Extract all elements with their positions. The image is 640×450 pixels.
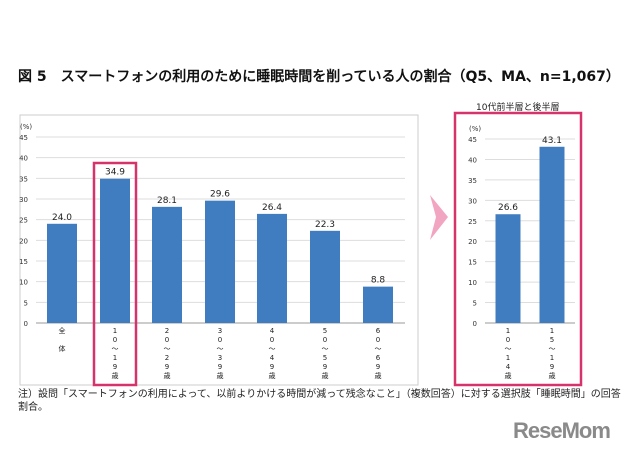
figure-title: 図 5 スマートフォンの利用のために睡眠時間を削っている人の割合（Q5、MA、n…: [18, 69, 620, 85]
category-label-char: 5: [323, 327, 327, 335]
category-label-char: 0: [323, 336, 327, 344]
y-tick-label: 0: [24, 320, 28, 328]
bar-0-0: [47, 223, 77, 323]
bar-0-3: [205, 200, 235, 323]
right-chart-subtitle: 10代前半層と後半層: [476, 103, 560, 113]
category-label-char: 1: [506, 354, 510, 362]
category-label-char: 歳: [505, 371, 512, 380]
category-label-char: 〜: [112, 345, 119, 353]
data-label: 28.1: [157, 196, 177, 206]
y-tick-label: 40: [19, 155, 28, 163]
highlight-box: [92, 161, 138, 387]
category-label-char: 9: [165, 363, 169, 371]
y-tick-label: 20: [468, 238, 477, 246]
data-label: 29.6: [210, 190, 230, 200]
category-label-char: 2: [165, 327, 169, 335]
bar-0-4: [257, 213, 287, 323]
left-chart-frame: [19, 114, 419, 386]
category-label-char: 9: [270, 363, 274, 371]
arrow-right-icon: [430, 195, 448, 240]
category-label-char: 0: [113, 336, 117, 344]
category-label-char: 〜: [322, 345, 329, 353]
category-label-char: 1: [550, 354, 554, 362]
category-label-char: 体: [59, 344, 66, 353]
bar-1-0: [495, 214, 521, 323]
category-label-char: 歳: [164, 371, 171, 380]
category-label-char: 〜: [217, 345, 224, 353]
data-label: 43.1: [542, 136, 562, 146]
y-tick-label: 25: [19, 217, 28, 225]
category-label-char: 5: [550, 336, 554, 344]
y-unit-label: (%): [20, 123, 32, 131]
bar-0-2: [152, 206, 182, 323]
category-label-char: 3: [218, 354, 222, 362]
bar-1-1: [539, 146, 565, 323]
y-tick-label: 0: [473, 320, 477, 328]
category-label-char: 9: [218, 363, 222, 371]
y-tick-label: 15: [19, 258, 28, 266]
bar-0-1: [100, 178, 130, 323]
category-label-char: 4: [270, 327, 275, 335]
y-tick-label: 15: [468, 259, 477, 267]
data-label: 24.0: [52, 213, 72, 223]
category-label-char: 歳: [217, 371, 224, 380]
category-label-char: 0: [376, 336, 380, 344]
bar-0-5: [310, 230, 340, 323]
category-label-char: 1: [113, 354, 117, 362]
category-label-char: 〜: [375, 345, 382, 353]
y-tick-label: 20: [19, 237, 28, 245]
category-label-char: 9: [376, 363, 380, 371]
category-label-char: 歳: [112, 371, 119, 380]
category-label-char: 0: [218, 336, 222, 344]
y-tick-label: 45: [19, 134, 28, 142]
data-label: 8.8: [371, 276, 386, 286]
y-tick-label: 5: [473, 300, 477, 308]
category-label-char: 1: [506, 327, 510, 335]
category-label-char: 歳: [269, 371, 276, 380]
category-label-char: 5: [323, 354, 327, 362]
footnote: 注）設問「スマートフォンの利用によって、以前よりかける時間が減って残念なこと」（…: [18, 389, 621, 413]
category-label-char: 〜: [269, 345, 276, 353]
category-label-char: 〜: [505, 345, 512, 353]
data-label: 26.4: [262, 203, 282, 213]
category-label-char: 3: [218, 327, 222, 335]
category-label-char: 全: [59, 326, 66, 335]
bar-0-6: [363, 286, 393, 323]
category-label-char: 歳: [375, 371, 382, 380]
y-tick-label: 30: [19, 196, 28, 204]
category-label-char: 4: [506, 363, 511, 371]
category-label-char: 〜: [164, 345, 171, 353]
y-tick-label: 35: [19, 175, 28, 183]
category-label-char: 9: [550, 363, 554, 371]
resemom-logo: ReseMom: [513, 418, 611, 443]
y-tick-label: 5: [24, 299, 28, 307]
data-label: 34.9: [105, 168, 125, 178]
y-tick-label: 25: [468, 218, 477, 226]
data-label: 26.6: [498, 203, 518, 213]
category-label-char: 9: [113, 363, 117, 371]
y-unit-label: (%): [469, 125, 481, 133]
category-label-char: 6: [376, 327, 381, 335]
category-label-char: 9: [323, 363, 327, 371]
category-label-char: 〜: [549, 345, 556, 353]
category-label-char: 1: [550, 327, 554, 335]
category-label-char: 1: [113, 327, 117, 335]
category-label-char: 2: [165, 354, 169, 362]
category-label-char: 0: [165, 336, 169, 344]
y-tick-label: 10: [19, 279, 28, 287]
y-tick-label: 45: [468, 136, 477, 144]
y-tick-label: 10: [468, 279, 477, 287]
category-label-char: 6: [376, 354, 381, 362]
y-tick-label: 30: [468, 197, 477, 205]
category-label-char: 4: [270, 354, 275, 362]
data-label: 22.3: [315, 220, 335, 230]
category-label-char: 0: [270, 336, 274, 344]
y-tick-label: 40: [468, 156, 477, 164]
category-label-char: 0: [506, 336, 510, 344]
category-label-char: 歳: [322, 371, 329, 380]
right-highlight-frame: [453, 111, 583, 387]
category-label-char: 歳: [549, 371, 556, 380]
y-tick-label: 35: [468, 177, 477, 185]
